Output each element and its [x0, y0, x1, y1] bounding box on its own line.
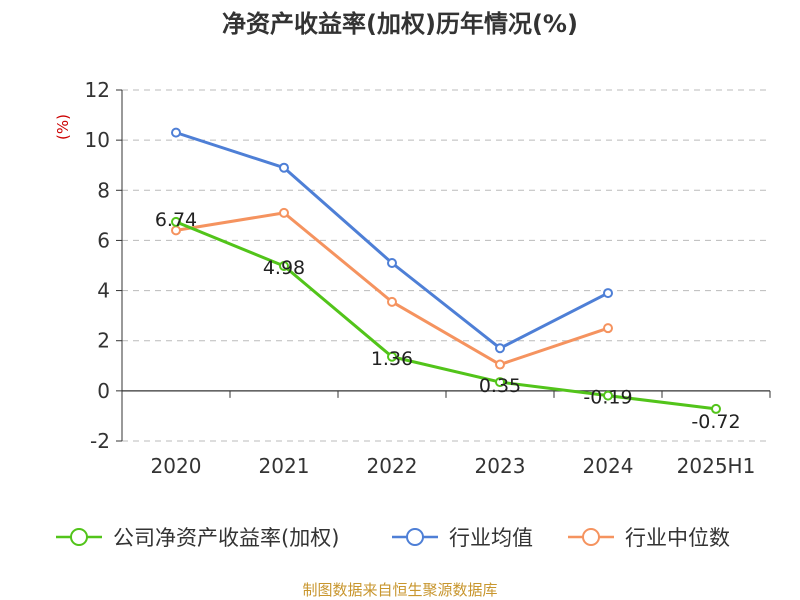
- chart-title: 净资产收益率(加权)历年情况(%): [222, 10, 578, 38]
- data-point: [387, 351, 397, 362]
- data-label: 0.35: [479, 375, 521, 397]
- data-label: 4.98: [263, 257, 305, 279]
- series-1: [171, 127, 613, 354]
- series-line: [175, 211, 609, 367]
- data-label: -0.19: [583, 387, 632, 409]
- y-tick-label: 12: [85, 78, 110, 102]
- y-tick-label: 0: [97, 379, 110, 403]
- source-note: 制图数据来自恒生聚源数据库: [302, 581, 497, 599]
- x-tick-label: 2021: [259, 454, 310, 478]
- x-tick-label: 2025H1: [677, 454, 756, 478]
- x-tick-label: 2023: [475, 454, 526, 478]
- legend-item-2: 行业中位数: [568, 526, 730, 550]
- y-tick-label: 10: [85, 128, 110, 152]
- data-point: [279, 162, 289, 173]
- data-point: [387, 257, 397, 268]
- grid-lines: [122, 89, 770, 442]
- y-tick-label: 8: [97, 178, 110, 202]
- x-tick-label: 2022: [367, 454, 418, 478]
- data-point: [495, 343, 505, 354]
- data-label: 1.36: [371, 348, 413, 370]
- legend-label: 公司净资产收益率(加权): [113, 526, 339, 550]
- data-point: [171, 127, 181, 138]
- legend-marker: [406, 528, 424, 546]
- data-point: [171, 216, 181, 227]
- x-tick-label: 2024: [583, 454, 634, 478]
- data-labels: 6.74 4.98 1.36 0.35 -0.19 -0.72: [155, 209, 741, 433]
- y-tick-label: -2: [90, 429, 110, 453]
- data-label: -0.72: [691, 411, 740, 433]
- data-point: [603, 288, 613, 299]
- series-2: [171, 207, 613, 370]
- y-tick-label: 2: [97, 329, 110, 353]
- x-tick-label: 2020: [151, 454, 202, 478]
- data-point: [603, 323, 613, 334]
- legend: 公司净资产收益率(加权) 行业均值 行业中位数: [56, 526, 730, 550]
- legend-label: 行业中位数: [625, 526, 730, 550]
- series-0: [171, 216, 721, 414]
- data-label: 6.74: [155, 209, 197, 231]
- legend-marker: [70, 528, 88, 546]
- axes: -2 0 2 4 6 8 10 12 2020 2021 2022 2023 2024 2025H1: [85, 78, 771, 478]
- y-tick-label: 4: [97, 279, 110, 303]
- data-point: [387, 296, 397, 307]
- series-group: [171, 127, 721, 414]
- data-point: [495, 359, 505, 370]
- y-tick-label: 6: [97, 228, 110, 252]
- data-point: [603, 390, 613, 401]
- legend-item-0: 公司净资产收益率(加权): [56, 526, 339, 550]
- data-point: [279, 207, 289, 218]
- series-line: [175, 220, 717, 411]
- data-point: [279, 261, 289, 272]
- legend-label: 行业均值: [449, 526, 533, 550]
- data-point: [711, 403, 721, 414]
- data-point: [495, 377, 505, 388]
- legend-marker: [582, 528, 600, 546]
- y-axis-label: (%): [54, 114, 72, 140]
- legend-item-1: 行业均值: [392, 526, 533, 550]
